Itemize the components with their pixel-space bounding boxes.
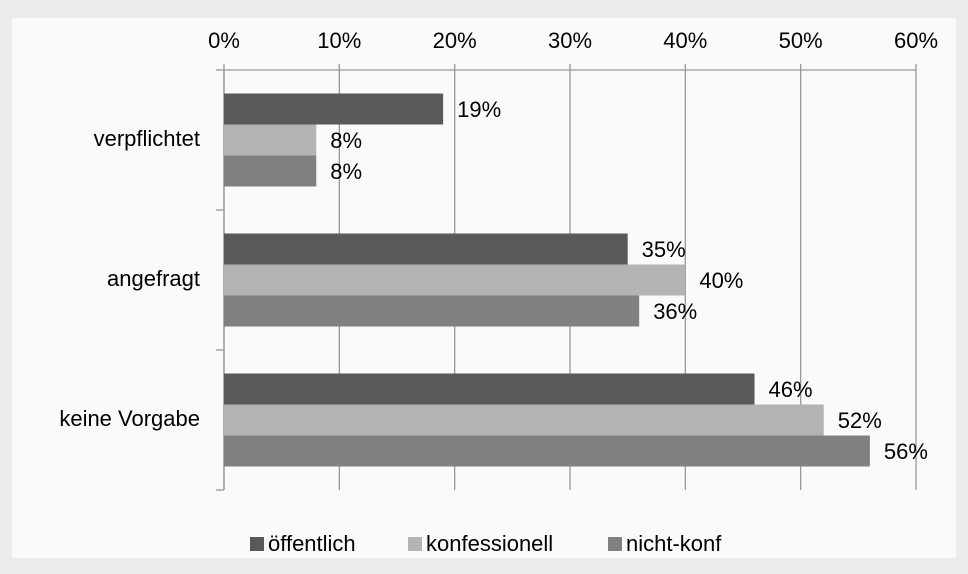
value-label: 19% [457, 97, 501, 122]
legend-label: nicht-konf [626, 531, 722, 556]
value-label: 56% [884, 439, 928, 464]
legend-swatch [408, 537, 422, 551]
value-label: 40% [699, 268, 743, 293]
value-label: 8% [330, 128, 362, 153]
bar [224, 435, 870, 467]
value-label: 36% [653, 299, 697, 324]
bar [224, 93, 444, 125]
value-label: 46% [769, 377, 813, 402]
x-tick-label: 50% [779, 28, 823, 53]
x-tick-label: 20% [433, 28, 477, 53]
bar [224, 233, 628, 265]
bar [224, 155, 317, 187]
legend-label: öffentlich [268, 531, 356, 556]
x-tick-label: 60% [894, 28, 938, 53]
y-tick-label: keine Vorgabe [59, 406, 200, 431]
bar [224, 373, 755, 405]
x-tick-label: 10% [317, 28, 361, 53]
value-label: 35% [642, 237, 686, 262]
x-tick-label: 40% [663, 28, 707, 53]
value-label: 52% [838, 408, 882, 433]
legend-swatch [250, 537, 264, 551]
x-tick-label: 30% [548, 28, 592, 53]
y-tick-label: angefragt [107, 266, 200, 291]
y-tick-label: verpflichtet [94, 126, 200, 151]
bar [224, 295, 640, 327]
legend-swatch [608, 537, 622, 551]
bar [224, 124, 317, 156]
legend-label: konfessionell [426, 531, 553, 556]
x-tick-label: 0% [208, 28, 240, 53]
value-label: 8% [330, 159, 362, 184]
bar [224, 264, 686, 296]
bar [224, 404, 824, 436]
